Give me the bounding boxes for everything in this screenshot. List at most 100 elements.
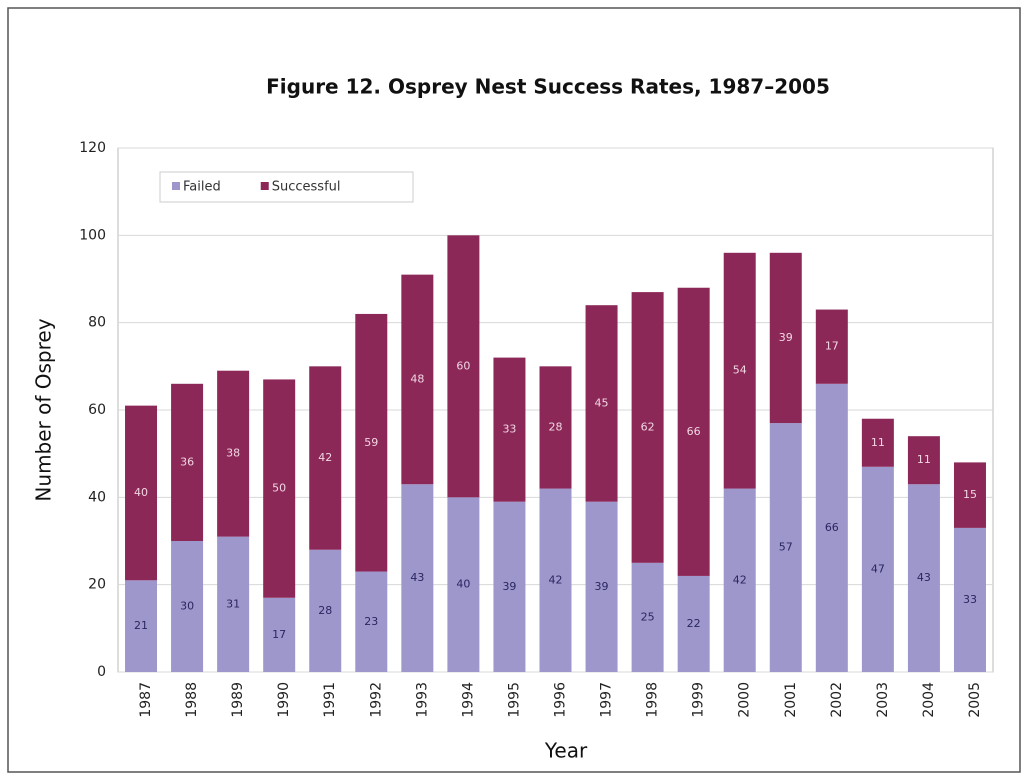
bar-segment bbox=[309, 549, 342, 672]
value-label: 39 bbox=[502, 580, 516, 593]
bar-segment bbox=[401, 274, 434, 485]
legend-label: Successful bbox=[272, 180, 341, 195]
bar-segment bbox=[585, 305, 618, 502]
value-label: 42 bbox=[318, 451, 332, 464]
x-tick-label: 1989 bbox=[230, 682, 246, 718]
y-axis-label: Number of Osprey bbox=[32, 318, 56, 501]
x-tick-label: 1994 bbox=[460, 682, 476, 718]
legend-swatch bbox=[172, 182, 180, 190]
bar-segment bbox=[447, 235, 480, 498]
value-label: 43 bbox=[917, 571, 931, 584]
bar-segment bbox=[677, 287, 710, 576]
value-label: 17 bbox=[825, 340, 839, 353]
x-tick-label: 2004 bbox=[921, 682, 937, 718]
bar-segment bbox=[355, 571, 388, 672]
bar-segment bbox=[171, 541, 204, 672]
x-tick-label: 2002 bbox=[829, 682, 845, 718]
bar-segment bbox=[631, 562, 664, 672]
value-label: 31 bbox=[226, 597, 240, 610]
x-tick-label: 1988 bbox=[184, 682, 200, 718]
bar-segment bbox=[171, 383, 204, 541]
x-tick-label: 1990 bbox=[276, 682, 292, 718]
bar-segment bbox=[953, 462, 986, 528]
bar-segment bbox=[723, 488, 756, 672]
value-label: 66 bbox=[687, 425, 701, 438]
value-label: 62 bbox=[641, 420, 655, 433]
value-label: 54 bbox=[733, 364, 747, 377]
value-label: 15 bbox=[963, 488, 977, 501]
value-label: 48 bbox=[410, 372, 424, 385]
x-tick-label: 2000 bbox=[737, 682, 753, 718]
y-tick-label: 0 bbox=[97, 664, 106, 680]
chart-title: Figure 12. Osprey Nest Success Rates, 19… bbox=[266, 75, 830, 99]
value-label: 39 bbox=[779, 331, 793, 344]
x-tick-label: 2001 bbox=[783, 682, 799, 718]
bar-segment bbox=[677, 575, 710, 672]
bar-segment bbox=[585, 501, 618, 672]
bar-segment bbox=[769, 252, 802, 424]
bar-segment bbox=[907, 436, 940, 485]
bar-segment bbox=[447, 497, 480, 672]
bar-segment bbox=[861, 418, 894, 467]
y-tick-label: 20 bbox=[88, 577, 106, 593]
bar-segment bbox=[493, 501, 526, 672]
bar-segment bbox=[401, 484, 434, 672]
value-label: 39 bbox=[595, 580, 609, 593]
bar-segment bbox=[723, 252, 756, 489]
bar-segment bbox=[125, 405, 158, 581]
x-tick-label: 1992 bbox=[368, 682, 384, 718]
y-tick-label: 80 bbox=[88, 315, 106, 331]
x-tick-label: 1993 bbox=[414, 682, 430, 718]
x-tick-label: 1987 bbox=[138, 682, 154, 718]
bar-segment bbox=[125, 580, 158, 672]
bar-segment bbox=[539, 366, 572, 489]
legend-swatch bbox=[260, 182, 269, 190]
value-label: 45 bbox=[595, 396, 609, 409]
value-label: 59 bbox=[364, 436, 378, 449]
value-label: 66 bbox=[825, 521, 839, 534]
bar-segment bbox=[217, 370, 250, 537]
value-label: 36 bbox=[180, 455, 194, 468]
bar-segment bbox=[631, 292, 664, 563]
x-tick-label: 1996 bbox=[553, 682, 569, 718]
x-axis-label: Year bbox=[544, 739, 588, 763]
value-label: 23 bbox=[364, 615, 378, 628]
bar-segment bbox=[309, 366, 342, 550]
value-label: 40 bbox=[134, 486, 148, 499]
value-label: 28 bbox=[549, 420, 563, 433]
x-tick-label: 2005 bbox=[967, 682, 983, 718]
bar-segment bbox=[861, 466, 894, 672]
value-label: 11 bbox=[871, 436, 885, 449]
value-label: 30 bbox=[180, 600, 194, 613]
bar-segment bbox=[217, 536, 250, 672]
value-label: 40 bbox=[456, 578, 470, 591]
legend-label: Failed bbox=[183, 180, 221, 195]
value-label: 42 bbox=[733, 573, 747, 586]
bar-segment bbox=[953, 527, 986, 672]
value-label: 11 bbox=[917, 453, 931, 466]
legend-box bbox=[159, 171, 414, 203]
x-tick-label: 1998 bbox=[645, 682, 661, 718]
value-label: 57 bbox=[779, 541, 793, 554]
value-label: 42 bbox=[549, 573, 563, 586]
value-label: 38 bbox=[226, 447, 240, 460]
bar-segment bbox=[815, 383, 848, 672]
x-tick-label: 1999 bbox=[691, 682, 707, 718]
bar-segment bbox=[263, 379, 296, 598]
bar-segment bbox=[907, 484, 940, 672]
bar-segment bbox=[263, 597, 296, 672]
y-tick-label: 100 bbox=[79, 227, 106, 243]
x-tick-label: 2003 bbox=[875, 682, 891, 718]
value-label: 25 bbox=[641, 610, 655, 623]
y-tick-label: 60 bbox=[88, 402, 106, 418]
value-label: 33 bbox=[502, 423, 516, 436]
value-label: 60 bbox=[456, 359, 470, 372]
value-label: 28 bbox=[318, 604, 332, 617]
x-tick-label: 1997 bbox=[599, 682, 615, 718]
x-tick-label: 1995 bbox=[506, 682, 522, 718]
bar-segment bbox=[539, 488, 572, 672]
value-label: 21 bbox=[134, 619, 148, 632]
bar-segment bbox=[493, 357, 526, 502]
value-label: 47 bbox=[871, 562, 885, 575]
